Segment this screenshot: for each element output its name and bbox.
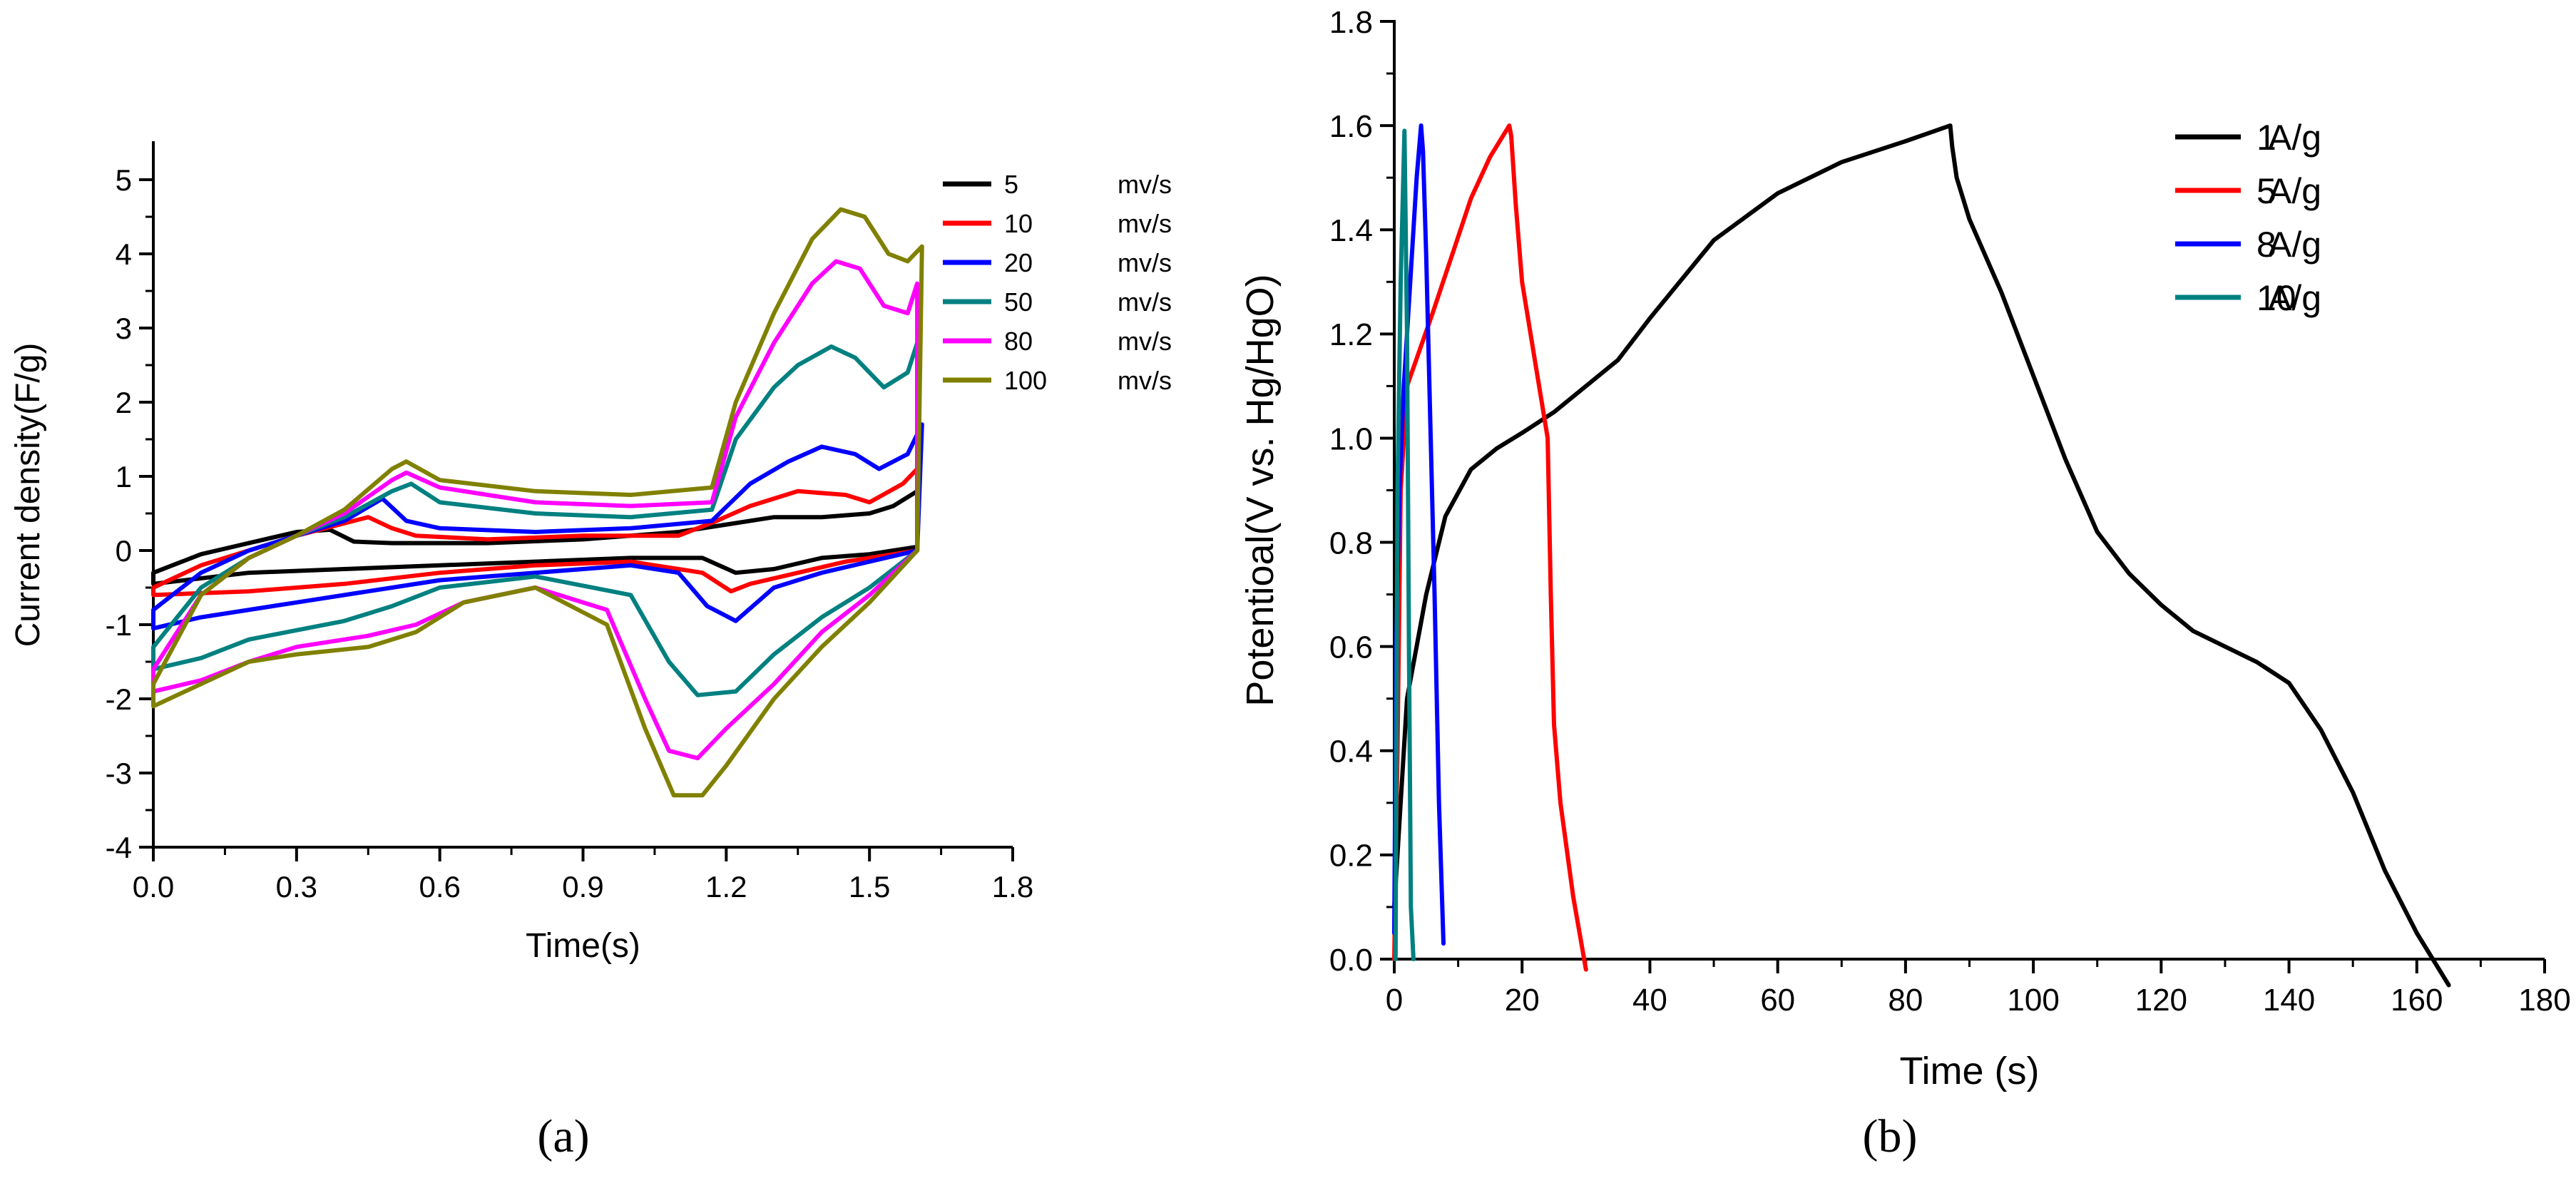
x-tick-label: 0.3 (276, 870, 317, 903)
legend-label-5: 5 (1004, 170, 1018, 199)
caption-b: (b) (1863, 1110, 1918, 1162)
y-tick-label: 0.4 (1329, 734, 1373, 769)
y-tick-label: 0 (116, 534, 132, 568)
x-axis-label: Time (s) (1900, 1050, 2040, 1092)
x-tick-label: 1.5 (849, 870, 890, 903)
legend-label-10: 10 (1004, 209, 1033, 238)
legend-label-20: 20 (1004, 248, 1033, 277)
y-tick-label: -1 (106, 608, 132, 642)
x-tick-label: 80 (1888, 983, 1923, 1018)
y-tick-label: -4 (106, 831, 132, 864)
y-tick-label: 1.8 (1329, 5, 1373, 40)
y-axis-label: Potentioal(V vs. Hg/HgO) (1239, 274, 1282, 706)
y-tick-label: 4 (116, 237, 132, 271)
y-tick-label: 1.2 (1329, 317, 1373, 352)
legend-unit-80: mv/s (1118, 327, 1172, 356)
y-axis-label: Current density(F/g) (9, 343, 47, 647)
x-tick-label: 20 (1505, 983, 1540, 1018)
x-tick-label: 0.0 (133, 870, 174, 903)
series-line-50 (151, 340, 920, 697)
x-tick-label: 60 (1760, 983, 1795, 1018)
series-line-100 (151, 207, 924, 798)
panel-b-chart: 0 20 40 60 80 100 120 140 160 180 0.0 0.2 0.4 0.6 0.8 1… (1239, 5, 2571, 1092)
legend-unit-10: mv/s (1118, 209, 1172, 238)
x-tick-label: 160 (2391, 983, 2443, 1018)
y-tick-label: 2 (116, 386, 132, 419)
series-line-5 (1392, 123, 1588, 972)
legend-label-10: 10 (2256, 278, 2296, 318)
panel-a-chart: 0.0 0.3 0.6 0.9 1.2 1.5 1.8 -4 -3 -2 -1 0 1 2 3 4 5 Time(… (9, 141, 1172, 965)
legend-label-1: 1 (2256, 118, 2276, 158)
y-tick-label: 0.6 (1329, 630, 1373, 665)
series-line-1 (1392, 123, 2451, 988)
x-tick-label: 100 (2007, 983, 2059, 1018)
legend-unit-1: A/g (2268, 118, 2321, 158)
caption-a: (a) (537, 1110, 589, 1162)
legend-label-80: 80 (1004, 327, 1033, 356)
x-tick-label: 1.8 (992, 870, 1033, 903)
x-tick-label: 120 (2135, 983, 2187, 1018)
legend-label-8: 8 (2256, 225, 2276, 265)
legend-unit-5: A/g (2268, 171, 2321, 211)
x-tick-label: 140 (2263, 983, 2315, 1018)
x-tick-label: 0.9 (562, 870, 603, 903)
y-tick-label: 1.4 (1329, 213, 1373, 248)
series-line-10 (1393, 128, 1416, 961)
legend-unit-100: mv/s (1118, 366, 1172, 395)
series-line-10 (151, 466, 920, 598)
x-tick-label: 180 (2518, 983, 2570, 1018)
legend-unit-10: A/g (2268, 278, 2321, 318)
y-tick-label: 1.6 (1329, 109, 1373, 144)
x-tick-label: 40 (1632, 983, 1667, 1018)
y-tick-label: 0.0 (1329, 943, 1373, 978)
y-tick-label: 3 (116, 312, 132, 345)
legend-unit-5: mv/s (1118, 170, 1172, 199)
legend-label-5: 5 (2256, 171, 2276, 211)
y-tick-label: 5 (116, 163, 132, 197)
y-tick-label: 0.2 (1329, 839, 1373, 874)
legend-label-100: 100 (1004, 366, 1047, 395)
legend-unit-8: A/g (2268, 225, 2321, 265)
y-tick-label: -3 (106, 757, 132, 790)
legend-label-50: 50 (1004, 287, 1033, 317)
legend-unit-20: mv/s (1118, 248, 1172, 277)
series-line-20 (151, 422, 924, 631)
legend-unit-50: mv/s (1118, 287, 1172, 317)
x-tick-label: 1.2 (705, 870, 747, 903)
y-tick-label: -2 (106, 682, 132, 716)
y-tick-label: 0.8 (1329, 526, 1373, 560)
x-tick-label: 0 (1386, 983, 1403, 1018)
x-axis-label: Time(s) (526, 927, 640, 965)
y-tick-label: 1 (116, 460, 132, 493)
series-line-5 (151, 488, 920, 586)
x-tick-label: 0.6 (419, 870, 460, 903)
series-line-80 (151, 259, 920, 761)
y-tick-label: 1.0 (1329, 421, 1373, 456)
